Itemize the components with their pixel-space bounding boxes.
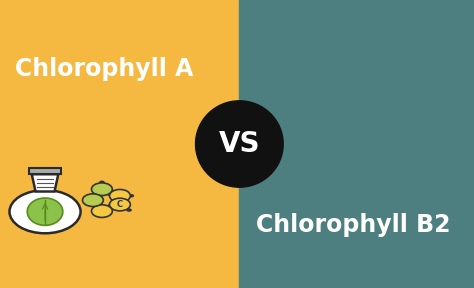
Text: C: C <box>117 200 123 209</box>
Circle shape <box>99 181 105 184</box>
Bar <box>0 0 239 288</box>
Bar <box>239 0 474 288</box>
Text: VS: VS <box>219 130 260 158</box>
Circle shape <box>128 194 134 198</box>
Ellipse shape <box>27 198 63 225</box>
Polygon shape <box>29 168 61 174</box>
Circle shape <box>9 190 81 233</box>
Circle shape <box>109 198 130 211</box>
Text: Chlorophyll B2: Chlorophyll B2 <box>256 213 450 237</box>
Text: Chlorophyll A: Chlorophyll A <box>15 57 193 81</box>
Circle shape <box>91 205 112 217</box>
Ellipse shape <box>195 101 283 187</box>
Polygon shape <box>32 174 58 192</box>
Circle shape <box>109 190 130 202</box>
Circle shape <box>91 183 112 196</box>
Circle shape <box>82 194 103 206</box>
Circle shape <box>126 208 132 212</box>
